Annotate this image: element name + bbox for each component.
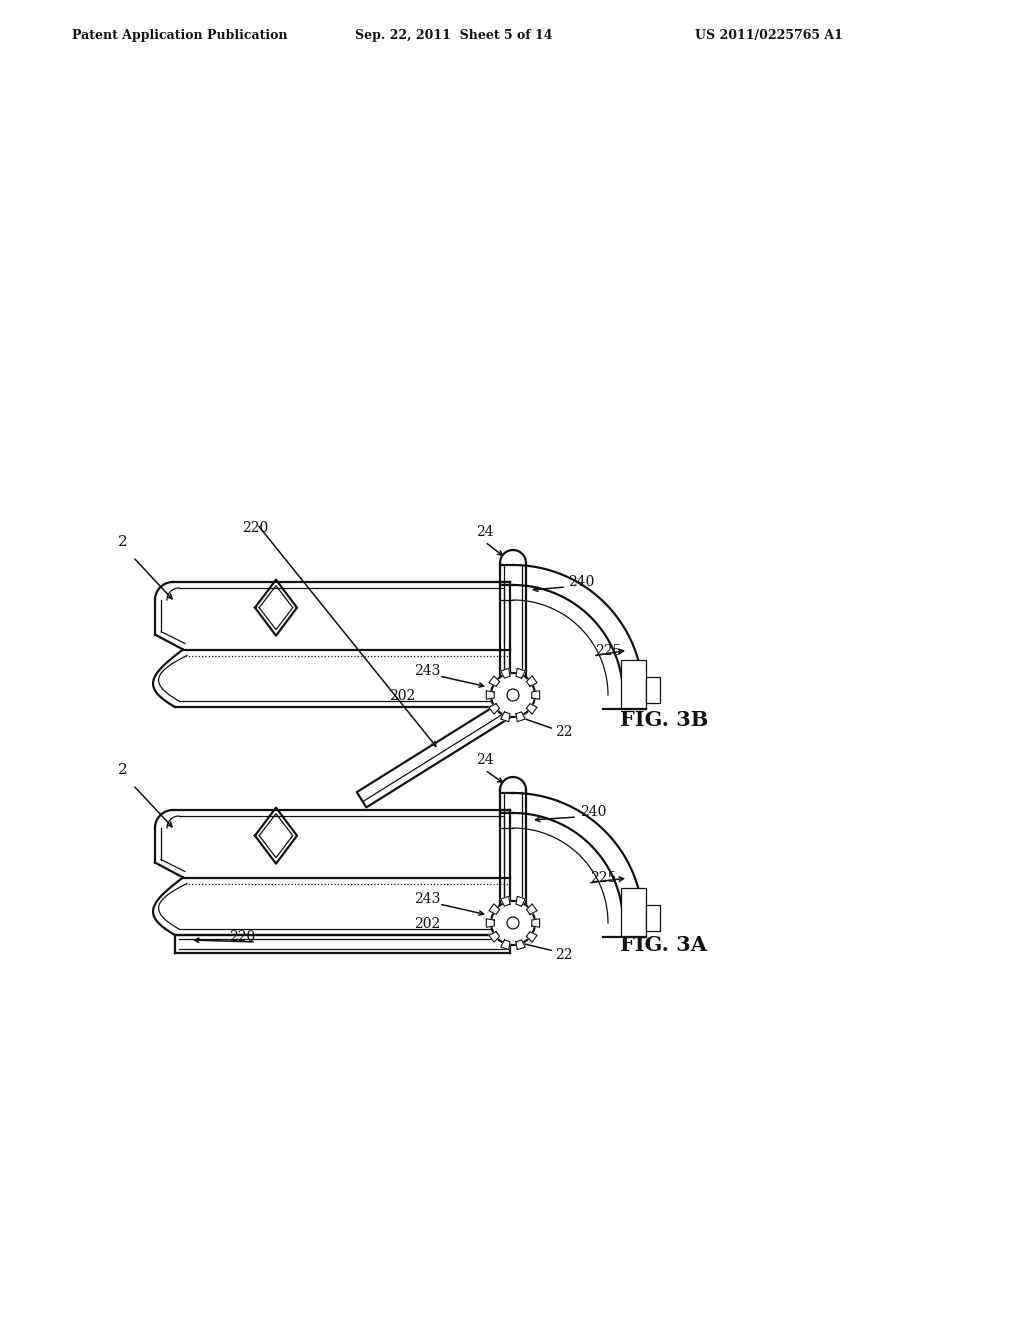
Polygon shape — [486, 690, 495, 700]
Polygon shape — [486, 919, 495, 927]
Polygon shape — [526, 704, 537, 714]
Circle shape — [490, 673, 535, 717]
Bar — [646, 677, 660, 704]
Text: FIG. 3A: FIG. 3A — [620, 935, 707, 954]
Polygon shape — [356, 700, 515, 808]
Text: 243: 243 — [414, 664, 440, 678]
Text: US 2011/0225765 A1: US 2011/0225765 A1 — [695, 29, 843, 41]
Text: 2: 2 — [118, 763, 128, 777]
Polygon shape — [516, 711, 525, 722]
Polygon shape — [488, 932, 500, 942]
Circle shape — [490, 902, 535, 945]
Text: Sep. 22, 2011  Sheet 5 of 14: Sep. 22, 2011 Sheet 5 of 14 — [355, 29, 553, 41]
Polygon shape — [531, 919, 540, 927]
Text: 22: 22 — [555, 948, 572, 962]
Text: 24: 24 — [476, 525, 494, 539]
Polygon shape — [488, 704, 500, 714]
Bar — [621, 660, 646, 709]
Polygon shape — [526, 676, 537, 686]
Polygon shape — [516, 896, 525, 906]
Text: FIG. 3B: FIG. 3B — [620, 710, 709, 730]
Polygon shape — [501, 940, 510, 949]
Text: 202: 202 — [389, 689, 415, 704]
Text: 2: 2 — [118, 535, 128, 549]
Text: 220: 220 — [228, 931, 255, 944]
Polygon shape — [501, 711, 510, 722]
Text: 243: 243 — [414, 892, 440, 906]
Polygon shape — [531, 690, 540, 700]
Polygon shape — [526, 904, 537, 915]
Text: 225: 225 — [590, 871, 616, 884]
Text: 240: 240 — [568, 576, 594, 589]
Text: Patent Application Publication: Patent Application Publication — [72, 29, 288, 41]
Polygon shape — [501, 896, 510, 906]
Text: 22: 22 — [555, 725, 572, 739]
Polygon shape — [488, 904, 500, 915]
Polygon shape — [516, 940, 525, 949]
Text: 225: 225 — [595, 644, 622, 657]
Text: 202: 202 — [414, 917, 440, 931]
Polygon shape — [488, 676, 500, 686]
Bar — [646, 906, 660, 931]
Text: 24: 24 — [476, 752, 494, 767]
Polygon shape — [516, 668, 525, 678]
Bar — [621, 888, 646, 937]
Text: 240: 240 — [580, 805, 606, 818]
Polygon shape — [526, 932, 537, 942]
Text: 220: 220 — [242, 521, 268, 535]
Polygon shape — [501, 668, 510, 678]
